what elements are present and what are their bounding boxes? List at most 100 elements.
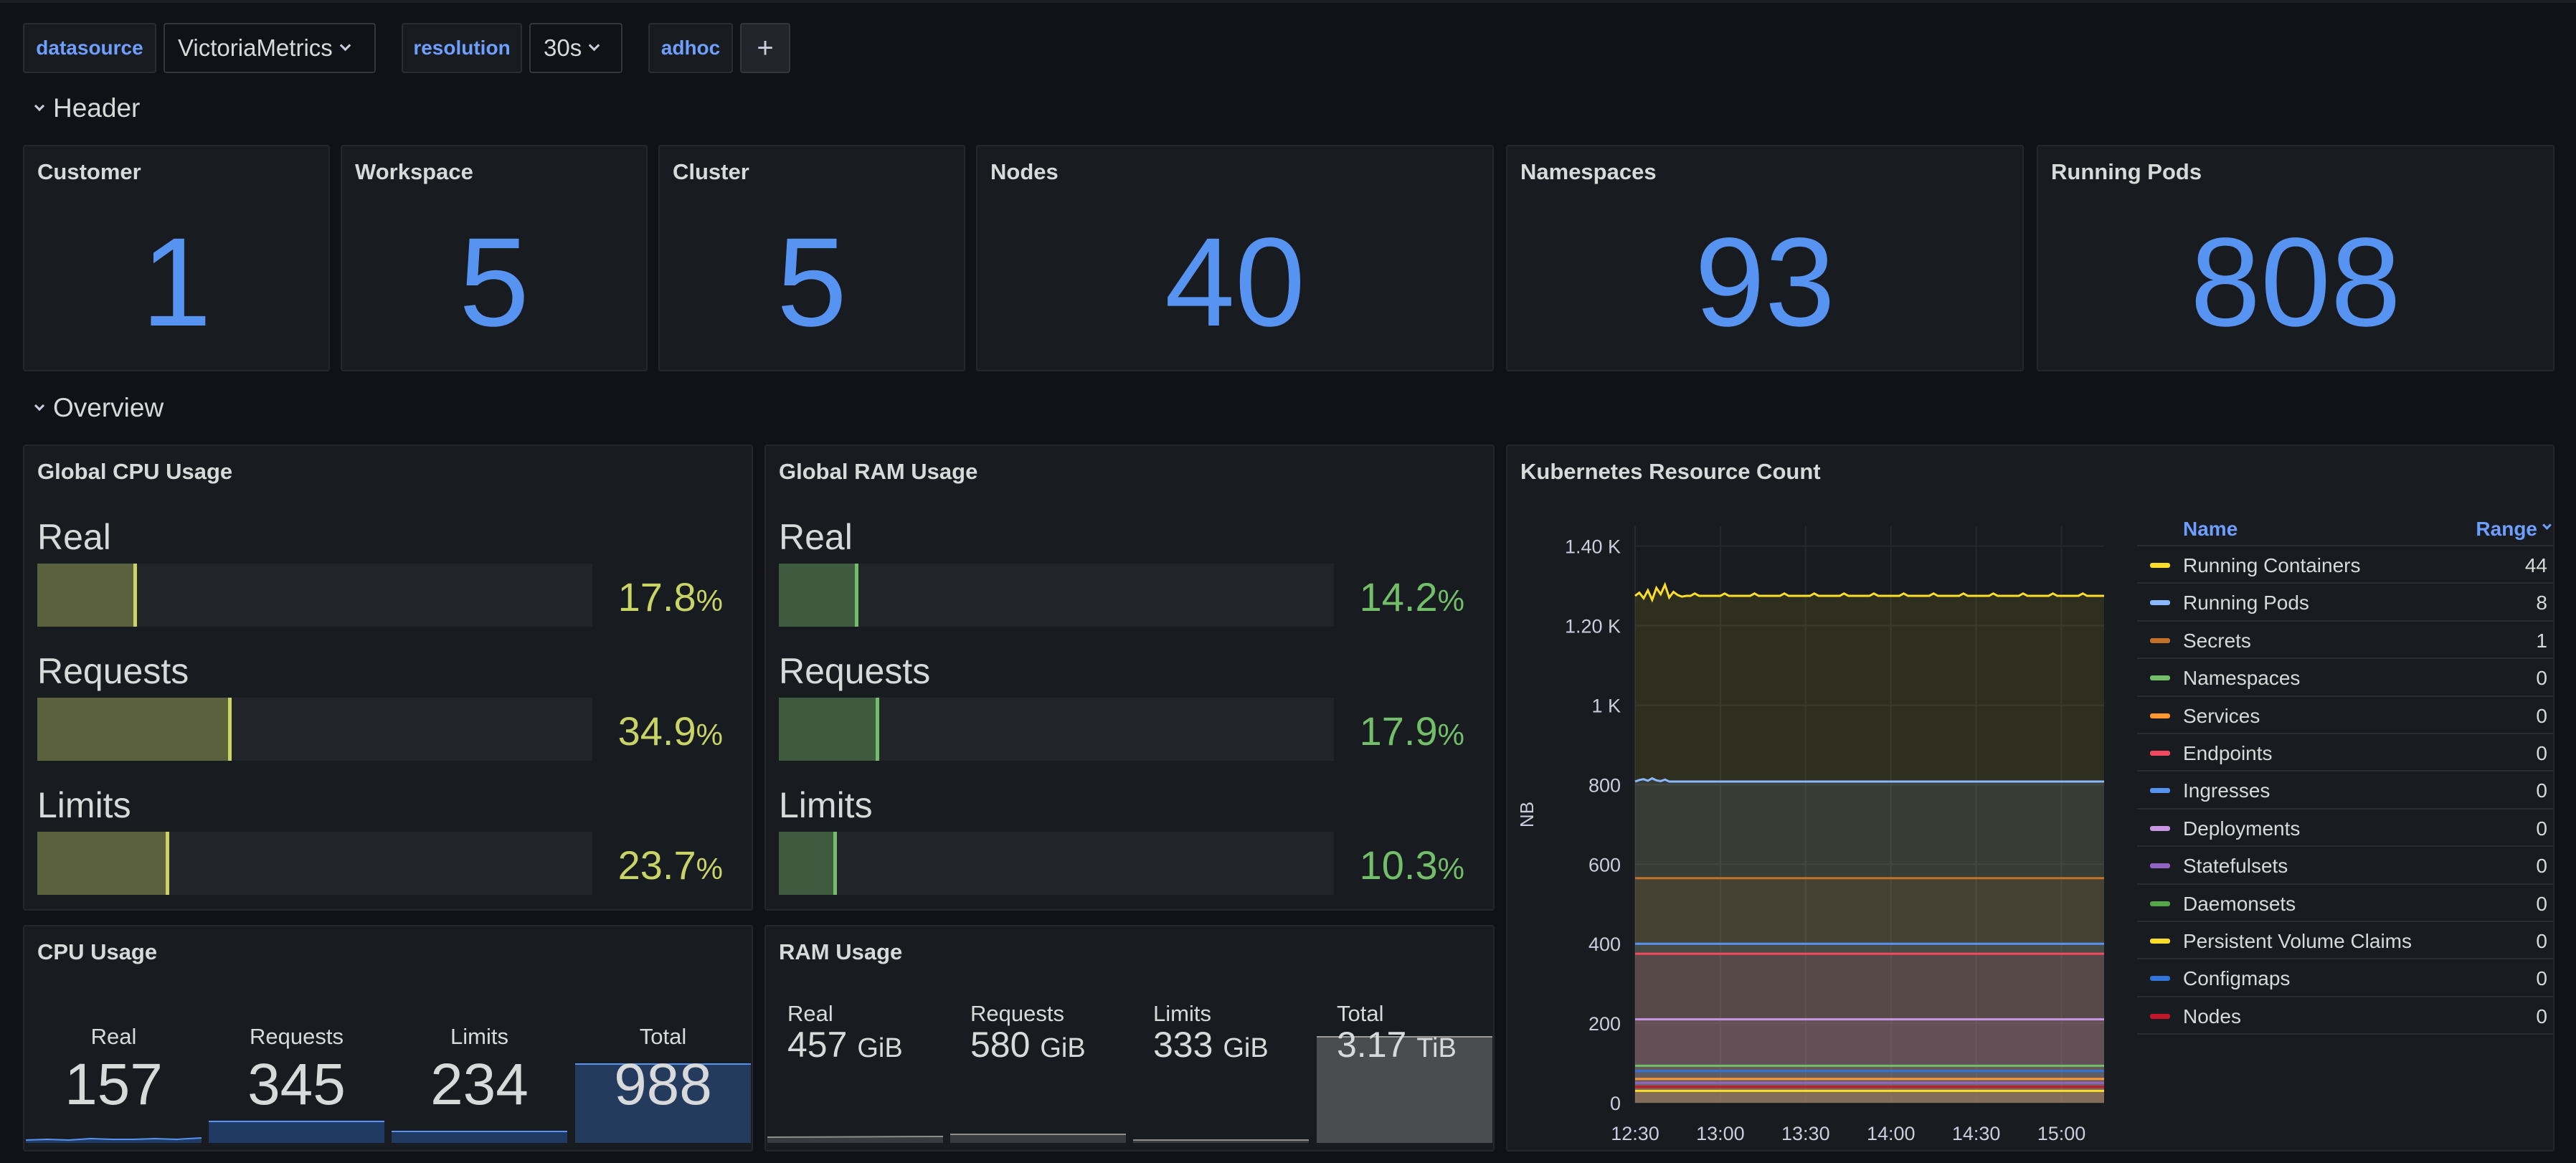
datasource-select[interactable]: VictoriaMetrics <box>164 23 376 73</box>
stat-panel-cluster[interactable]: Cluster 5 <box>658 145 965 371</box>
stat-unit: GiB <box>857 1033 903 1063</box>
legend-item[interactable]: Namespaces 0 <box>2137 659 2553 697</box>
legend-series-range: 1 <box>2536 629 2547 652</box>
bar-gauge-label: Real <box>779 517 853 557</box>
series-area <box>1635 778 2104 1103</box>
y-axis-label: NB <box>1516 802 1538 827</box>
x-tick-label: 13:30 <box>1781 1123 1830 1144</box>
legend-series-name: Configmaps <box>2183 967 2291 990</box>
row-title: Overview <box>53 393 164 422</box>
bar-gauge-fill <box>779 832 836 895</box>
chart-legend: Name Range Running Containers 44 Running P… <box>2137 511 2553 1035</box>
cpu-usage-panel[interactable]: CPU Usage Real 157 Requests 345 Limits 2… <box>23 925 753 1152</box>
bar-gauge-label: Real <box>37 517 111 557</box>
bar-gauge-edge <box>854 564 858 627</box>
resource-count-chart[interactable]: 0 200 400 600 800 1 K 1.20 K 1.40 K 12:30 13:00 13… <box>1507 446 2117 1152</box>
legend-series-range: 0 <box>2536 967 2547 990</box>
legend-series-range: 0 <box>2536 817 2547 840</box>
bar-gauge-fill <box>37 698 232 761</box>
y-tick-label: 0 <box>1610 1093 1621 1114</box>
stat-value: 5 <box>459 212 529 353</box>
legend-swatch <box>2150 825 2170 831</box>
add-filter-button[interactable]: + <box>740 23 790 73</box>
bar-gauge-unit: % <box>1437 584 1464 617</box>
legend-item[interactable]: Services 0 <box>2137 697 2553 734</box>
y-tick-label: 600 <box>1588 854 1621 875</box>
row-toggle-overview[interactable]: Overview <box>34 393 164 423</box>
legend-item[interactable]: Running Pods 8 <box>2137 584 2553 622</box>
bar-gauge-unit: % <box>696 718 723 751</box>
legend-item[interactable]: Ingresses 0 <box>2137 772 2553 810</box>
stat-number: 333 <box>1153 1025 1213 1065</box>
global-cpu-usage-panel[interactable]: Global CPU Usage Real 17.8% Requests 34.9% L… <box>23 445 753 911</box>
kubernetes-resource-count-panel[interactable]: Kubernetes Resource Count 0 200 400 600 800 1… <box>1506 445 2554 1152</box>
stat-value: 580 GiB <box>970 1024 1086 1065</box>
legend-name-header[interactable]: Name <box>2183 518 2238 540</box>
x-tick-label: 15:00 <box>2037 1123 2086 1144</box>
legend-item[interactable]: Running Containers 44 <box>2137 546 2553 584</box>
legend-series-name: Running Pods <box>2183 592 2309 614</box>
ram-usage-real: Real 457 GiB <box>767 984 943 1143</box>
resolution-select[interactable]: 30s <box>529 23 622 73</box>
cpu-usage-total: Total 988 <box>575 984 751 1143</box>
bar-gauge-track <box>37 564 592 627</box>
legend-series-name: Deployments <box>2183 817 2301 840</box>
stat-panel-nodes[interactable]: Nodes 40 <box>976 145 1494 371</box>
legend-series-name: Nodes <box>2183 1005 2241 1027</box>
y-tick-label: 1 K <box>1591 696 1621 717</box>
stat-panel-namespaces[interactable]: Namespaces 93 <box>1506 145 2024 371</box>
sparkline <box>26 1137 202 1143</box>
legend-item[interactable]: Nodes 0 <box>2137 997 2553 1035</box>
panel-title: Running Pods <box>2051 159 2202 184</box>
row-toggle-header[interactable]: Header <box>34 93 141 123</box>
stat-label: Real <box>787 1001 833 1026</box>
legend-item[interactable]: Persistent Volume Claims 0 <box>2137 922 2553 960</box>
legend-item[interactable]: Deployments 0 <box>2137 810 2553 848</box>
legend-item[interactable]: Daemonsets 0 <box>2137 885 2553 922</box>
bar-gauge-value: 17.8% <box>618 574 723 620</box>
stat-number: 580 <box>970 1025 1031 1065</box>
legend-swatch <box>2150 788 2170 794</box>
series-line <box>1634 582 2104 603</box>
bar-gauge-unit: % <box>696 852 723 886</box>
legend-range-header[interactable]: Range <box>2476 518 2537 540</box>
legend-item[interactable]: Secrets 1 <box>2137 622 2553 660</box>
legend-swatch <box>2150 976 2170 982</box>
stat-label: Requests <box>970 1001 1064 1026</box>
legend-series-range: 0 <box>2536 667 2547 690</box>
row-title: Header <box>53 93 141 123</box>
cpu-usage-requests: Requests 345 <box>209 984 384 1143</box>
legend-item[interactable]: Statefulsets 0 <box>2137 847 2553 885</box>
bar-gauge-number: 14.2 <box>1359 574 1438 620</box>
legend-swatch <box>2150 675 2170 681</box>
bar-gauge-fill <box>779 564 858 627</box>
ram-usage-total: Total 3.17 TiB <box>1317 984 1492 1143</box>
bar-gauge-value: 23.7% <box>618 842 723 888</box>
global-ram-usage-panel[interactable]: Global RAM Usage Real 14.2% Requests 17.9% L… <box>764 445 1495 911</box>
stat-panel-workspace[interactable]: Workspace 5 <box>341 145 648 371</box>
stat-panel-customer[interactable]: Customer 1 <box>23 145 330 371</box>
stat-panel-running-pods[interactable]: Running Pods 808 <box>2037 145 2554 371</box>
panel-title: Workspace <box>355 159 473 184</box>
y-tick-label: 1.20 K <box>1565 616 1621 637</box>
stat-value: 157 <box>65 1052 163 1117</box>
stat-label: Total <box>1337 1001 1384 1026</box>
legend-swatch <box>2150 901 2170 906</box>
bar-gauge-fill <box>37 832 169 895</box>
sparkline <box>1317 1036 1492 1143</box>
bar-gauge-unit: % <box>696 584 723 617</box>
bar-gauge-value: 14.2% <box>1360 574 1464 620</box>
legend-item[interactable]: Endpoints 0 <box>2137 734 2553 772</box>
legend-series-name: Daemonsets <box>2183 892 2296 915</box>
top-border <box>0 0 2576 3</box>
sparkline <box>767 1136 943 1143</box>
bar-gauge-unit: % <box>1437 718 1464 751</box>
bar-gauge-label: Limits <box>37 785 131 825</box>
sparkline <box>392 1131 567 1143</box>
legend-item[interactable]: Configmaps 0 <box>2137 959 2553 997</box>
ram-usage-panel[interactable]: RAM Usage Real 457 GiB Requests 580 GiB … <box>764 925 1495 1152</box>
ram-usage-requests: Requests 580 GiB <box>950 984 1126 1143</box>
series-area <box>1635 584 2104 1103</box>
legend-rows: Running Containers 44 Running Pods 8 Secrets… <box>2137 546 2553 1035</box>
legend-swatch <box>2150 1013 2170 1019</box>
